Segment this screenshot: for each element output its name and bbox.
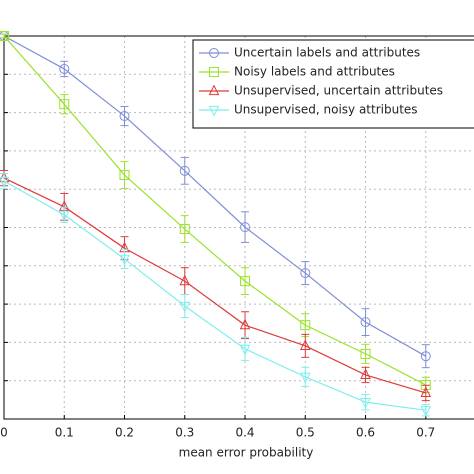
marker [179,224,190,235]
marker [209,48,219,58]
error-bar [241,211,250,243]
error-bar [301,313,310,338]
marker [59,99,70,110]
legend-label: Uncertain labels and attributes [234,46,420,60]
error-bar [60,60,69,78]
error-bar [301,333,310,358]
error-bar [60,94,69,115]
marker [420,351,431,362]
x-tick-label: 0.3 [175,426,194,440]
marker [420,386,432,398]
x-tick-label: 0.5 [296,426,315,440]
marker [208,105,220,117]
series-line [3,35,427,386]
x-tick-label: 0.6 [356,426,375,440]
marker [360,368,371,380]
marker [58,210,70,222]
x-tick-label: 0.1 [55,426,74,440]
series-line [3,35,427,357]
legend-label: Noisy labels and attributes [234,65,395,79]
marker [300,268,311,279]
marker [119,254,130,266]
x-tick-label: 0.7 [416,426,435,440]
marker [119,170,130,181]
marker [0,177,10,188]
marker [240,222,251,233]
marker [208,84,220,96]
error-bar [120,105,129,127]
marker [240,276,251,287]
error-bar [241,267,250,296]
marker [209,67,219,77]
error-bar [180,294,189,319]
legend-box [192,39,474,129]
marker [119,111,130,122]
error-bar [301,261,310,286]
legend-label: Unsupervised, uncertain attributes [234,84,443,98]
marker [239,344,251,356]
marker [420,406,432,417]
x-tick-label: 0.4 [235,426,254,440]
marker [239,318,251,330]
marker [0,31,9,41]
marker [360,398,371,409]
marker [360,317,371,328]
error-bar [180,156,189,185]
marker [179,165,190,176]
marker [300,320,311,331]
error-bar [361,343,370,364]
error-bar [361,308,370,337]
plot-frame [3,35,474,420]
marker [179,301,191,313]
marker [299,372,311,384]
x-tick-label: 0.2 [115,426,134,440]
marker [360,348,371,359]
series-line [3,180,426,411]
marker [299,339,311,350]
x-axis-label: mean error probability [179,446,314,460]
marker [179,274,191,286]
marker [59,63,70,74]
error-bar [421,344,430,369]
error-bar [241,336,250,361]
error-bar [0,33,8,39]
error-bar [120,161,129,189]
error-bar [180,215,189,243]
series-line [3,177,426,394]
x-tick-label: 0 [0,426,8,440]
legend-label: Unsupervised, noisy attributes [234,103,418,117]
